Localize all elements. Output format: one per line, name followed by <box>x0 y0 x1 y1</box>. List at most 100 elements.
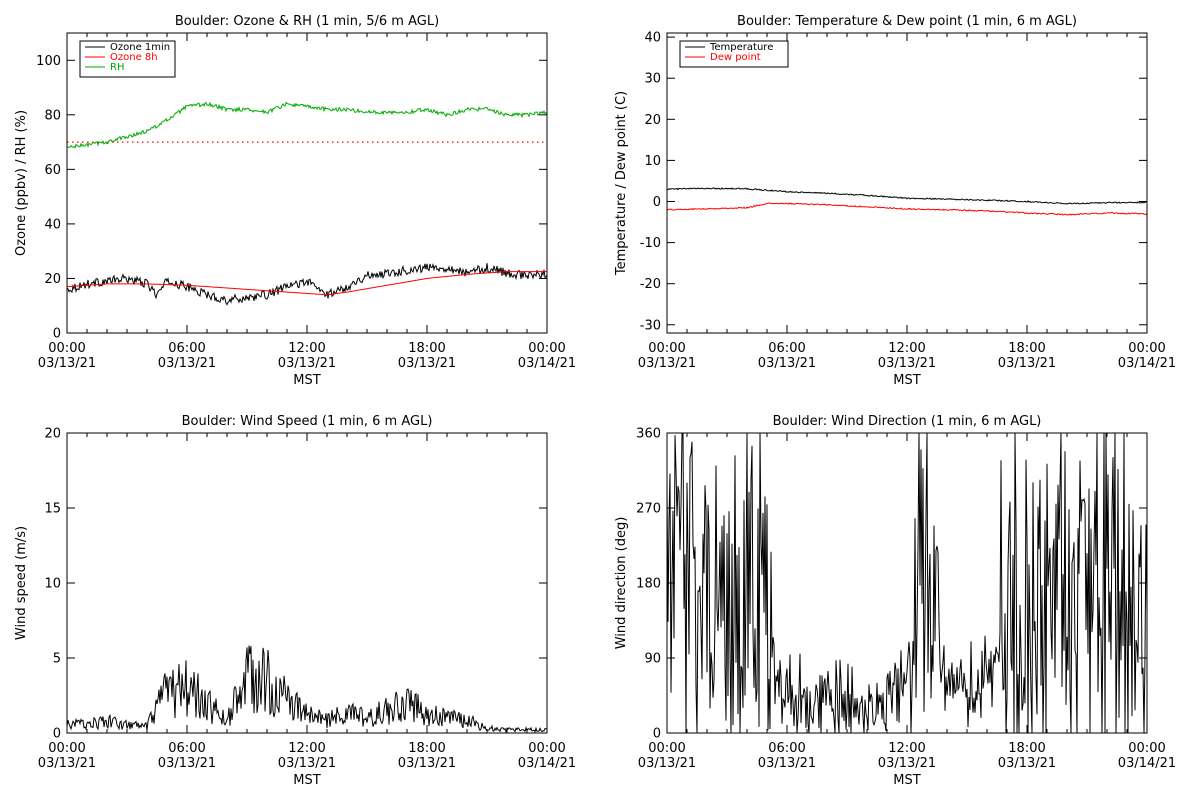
x-tick-time-label: 06:00 <box>768 741 805 756</box>
y-tick-label: 80 <box>44 108 61 123</box>
x-tick-date-label: 03/13/21 <box>998 756 1056 771</box>
x-tick-time-label: 00:00 <box>648 741 685 756</box>
x-tick-time-label: 00:00 <box>1128 341 1165 356</box>
x-tick-date-label: 03/13/21 <box>278 756 336 771</box>
y-tick-label: -30 <box>640 318 661 333</box>
y-tick-label: 360 <box>636 427 661 442</box>
x-axis-label: MST <box>293 373 320 388</box>
y-tick-label: 5 <box>53 652 61 667</box>
y-tick-label: 180 <box>636 577 661 592</box>
legend-label: Dew point <box>710 52 761 63</box>
series-line-1 <box>67 645 547 733</box>
y-tick-label: 20 <box>44 272 61 287</box>
y-tick-label: 10 <box>644 154 661 169</box>
y-tick-label: 0 <box>653 195 661 210</box>
x-tick-date-label: 03/13/21 <box>398 756 456 771</box>
series-line-1 <box>667 433 1147 733</box>
chart-title: Boulder: Ozone & RH (1 min, 5/6 m AGL) <box>175 14 439 29</box>
x-tick-date-label: 03/14/21 <box>518 756 576 771</box>
x-tick-time-label: 00:00 <box>48 341 85 356</box>
x-tick-time-label: 00:00 <box>48 741 85 756</box>
x-tick-date-label: 03/14/21 <box>1118 756 1176 771</box>
y-tick-label: 60 <box>44 163 61 178</box>
legend-label: Ozone 1min <box>110 42 170 53</box>
y-tick-label: 0 <box>53 727 61 742</box>
series-line-1 <box>667 187 1147 205</box>
x-tick-time-label: 12:00 <box>288 741 325 756</box>
x-tick-time-label: 18:00 <box>408 741 445 756</box>
x-tick-date-label: 03/14/21 <box>518 356 576 371</box>
chart-title: Boulder: Temperature & Dew point (1 min,… <box>737 14 1077 29</box>
x-tick-date-label: 03/13/21 <box>758 356 816 371</box>
x-tick-time-label: 12:00 <box>888 341 925 356</box>
series-line-2 <box>667 202 1147 216</box>
x-tick-date-label: 03/13/21 <box>398 356 456 371</box>
y-tick-label: 0 <box>53 327 61 342</box>
x-tick-time-label: 06:00 <box>768 341 805 356</box>
x-tick-date-label: 03/13/21 <box>638 756 696 771</box>
x-tick-date-label: 03/13/21 <box>878 356 936 371</box>
plot-frame <box>66 32 548 334</box>
x-axis-label: MST <box>893 773 920 788</box>
y-tick-label: 40 <box>44 217 61 232</box>
y-tick-label: -20 <box>640 277 661 292</box>
y-axis-label: Ozone (ppbv) / RH (%) <box>14 110 29 256</box>
chart-title: Boulder: Wind Direction (1 min, 6 m AGL) <box>773 414 1042 429</box>
y-tick-label: 40 <box>644 31 661 46</box>
legend-label: Temperature <box>709 42 773 53</box>
x-tick-date-label: 03/13/21 <box>758 756 816 771</box>
chart-panel-3: Boulder: Wind Speed (1 min, 6 m AGL) 0 5 10… <box>14 414 576 788</box>
x-tick-date-label: 03/13/21 <box>158 356 216 371</box>
x-tick-date-label: 03/13/21 <box>278 356 336 371</box>
y-tick-label: 10 <box>44 577 61 592</box>
plot-area <box>67 101 547 306</box>
plot-frame <box>666 32 1148 334</box>
x-tick-time-label: 00:00 <box>1128 741 1165 756</box>
legend-label: Ozone 8h <box>110 52 158 63</box>
y-tick-label: 20 <box>44 427 61 442</box>
legend <box>679 40 789 68</box>
series-line-1 <box>67 262 547 306</box>
x-tick-time-label: 18:00 <box>408 341 445 356</box>
chart-title: Boulder: Wind Speed (1 min, 6 m AGL) <box>182 414 433 429</box>
x-axis-label: MST <box>893 373 920 388</box>
y-tick-label: 90 <box>644 652 661 667</box>
x-tick-time-label: 06:00 <box>168 741 205 756</box>
y-axis-label: Wind speed (m/s) <box>14 526 29 640</box>
x-tick-time-label: 06:00 <box>168 341 205 356</box>
x-tick-date-label: 03/13/21 <box>158 756 216 771</box>
y-tick-label: 100 <box>36 54 61 69</box>
y-tick-label: 0 <box>653 727 661 742</box>
plot-area <box>667 433 1147 733</box>
x-tick-date-label: 03/13/21 <box>38 356 96 371</box>
plot-area <box>67 645 547 733</box>
x-tick-date-label: 03/14/21 <box>1118 356 1176 371</box>
x-tick-date-label: 03/13/21 <box>38 756 96 771</box>
legend-label: RH <box>110 62 124 73</box>
x-tick-date-label: 03/13/21 <box>638 356 696 371</box>
x-tick-time-label: 12:00 <box>288 341 325 356</box>
chart-panel-4: Boulder: Wind Direction (1 min, 6 m AGL)… <box>614 414 1176 788</box>
x-tick-time-label: 12:00 <box>888 741 925 756</box>
series-line-3 <box>67 101 547 149</box>
y-axis-label: Wind direction (deg) <box>614 517 629 650</box>
chart-panel-2: Boulder: Temperature & Dew point (1 min,… <box>614 14 1176 388</box>
x-tick-date-label: 03/13/21 <box>878 756 936 771</box>
y-tick-label: 20 <box>644 113 661 128</box>
y-tick-label: 30 <box>644 72 661 87</box>
chart-panel-1: Boulder: Ozone & RH (1 min, 5/6 m AGL) 0 2… <box>14 14 576 388</box>
x-tick-date-label: 03/13/21 <box>998 356 1056 371</box>
x-tick-time-label: 00:00 <box>648 341 685 356</box>
y-axis-label: Temperature / Dew point (C) <box>614 91 629 276</box>
x-tick-time-label: 18:00 <box>1008 341 1045 356</box>
plot-frame <box>66 432 548 734</box>
y-tick-label: 15 <box>44 502 61 517</box>
x-tick-time-label: 00:00 <box>528 341 565 356</box>
plot-area <box>667 187 1147 216</box>
x-axis-label: MST <box>293 773 320 788</box>
y-tick-label: 270 <box>636 502 661 517</box>
y-tick-label: -10 <box>640 236 661 251</box>
series-line-2 <box>67 271 547 296</box>
x-tick-time-label: 18:00 <box>1008 741 1045 756</box>
